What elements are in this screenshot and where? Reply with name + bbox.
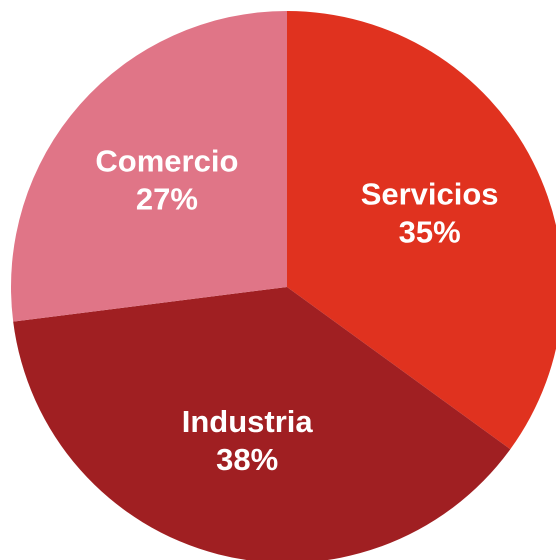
pie-slice xyxy=(287,11,556,450)
pie-slice xyxy=(10,11,287,322)
slice-label: Servicios xyxy=(361,177,499,212)
slice-value-label: 35% xyxy=(399,215,461,250)
slice-label: Industria xyxy=(182,404,314,439)
slice-value-label: 38% xyxy=(216,442,278,477)
slice-value-label: 27% xyxy=(136,181,198,216)
pie-slice xyxy=(13,287,511,560)
slice-label: Comercio xyxy=(95,143,238,178)
